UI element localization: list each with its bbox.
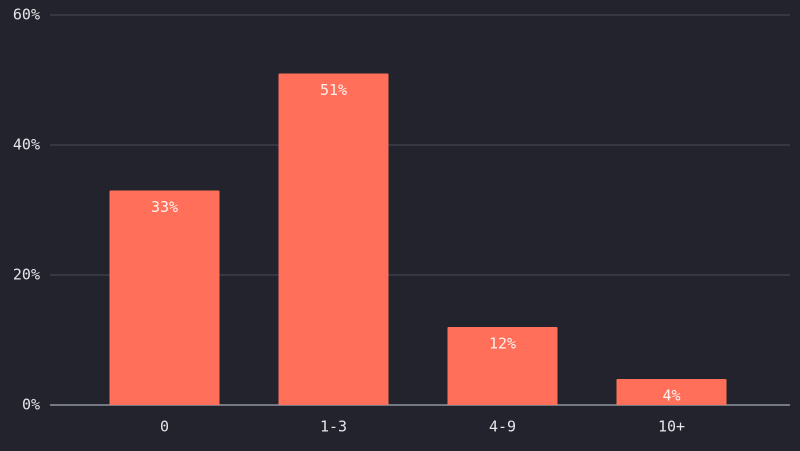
x-tick-label: 0 bbox=[160, 418, 169, 436]
y-tick-label: 20% bbox=[13, 266, 40, 284]
y-tick-label: 60% bbox=[13, 6, 40, 24]
x-tick-label: 1-3 bbox=[320, 418, 347, 436]
y-tick-label: 40% bbox=[13, 136, 40, 154]
bar bbox=[616, 379, 727, 405]
x-tick-label: 4-9 bbox=[489, 418, 516, 436]
y-tick-label: 0% bbox=[22, 396, 40, 414]
data-label: 51% bbox=[320, 81, 347, 99]
bar bbox=[447, 327, 558, 405]
data-label: 33% bbox=[151, 198, 178, 216]
data-label: 4% bbox=[662, 387, 680, 405]
x-tick-label: 10+ bbox=[658, 418, 685, 436]
data-label: 12% bbox=[489, 335, 516, 353]
bar bbox=[109, 190, 220, 405]
bar bbox=[278, 73, 389, 405]
